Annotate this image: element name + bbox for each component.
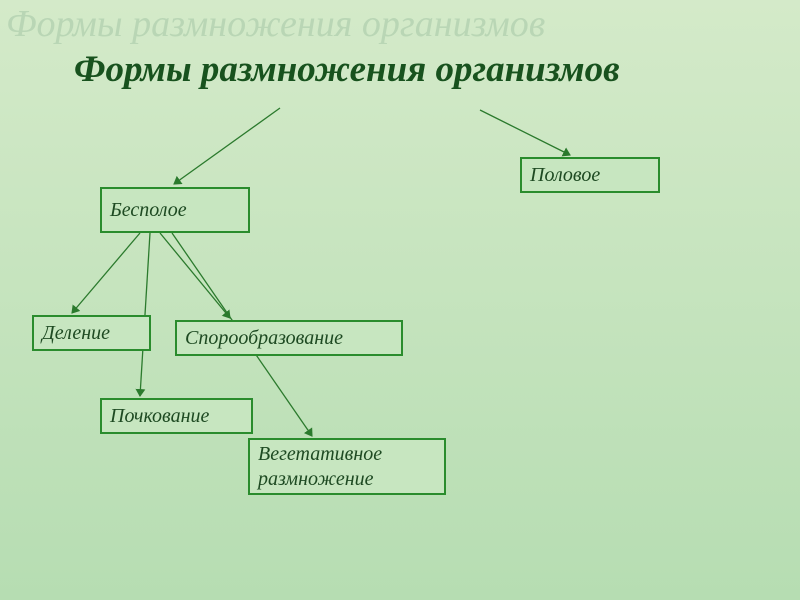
node-label: Вегетативноеразмножение xyxy=(258,442,382,492)
node-vegetative: Вегетативноеразмножение xyxy=(248,438,446,495)
node-label: Деление xyxy=(42,321,110,346)
page-title: Формы размножения организмов xyxy=(74,48,620,91)
watermark-title: Формы размножения организмов xyxy=(6,2,545,46)
node-spores: Спорообразование xyxy=(175,320,403,356)
node-division: Деление xyxy=(32,315,151,351)
node-label: Половое xyxy=(530,163,600,188)
node-sexual: Половое xyxy=(520,157,660,193)
node-label: Почкование xyxy=(110,404,209,429)
node-label: Спорообразование xyxy=(185,326,343,351)
node-budding: Почкование xyxy=(100,398,253,434)
node-asexual: Бесполое xyxy=(100,187,250,233)
node-label: Бесполое xyxy=(110,198,187,223)
